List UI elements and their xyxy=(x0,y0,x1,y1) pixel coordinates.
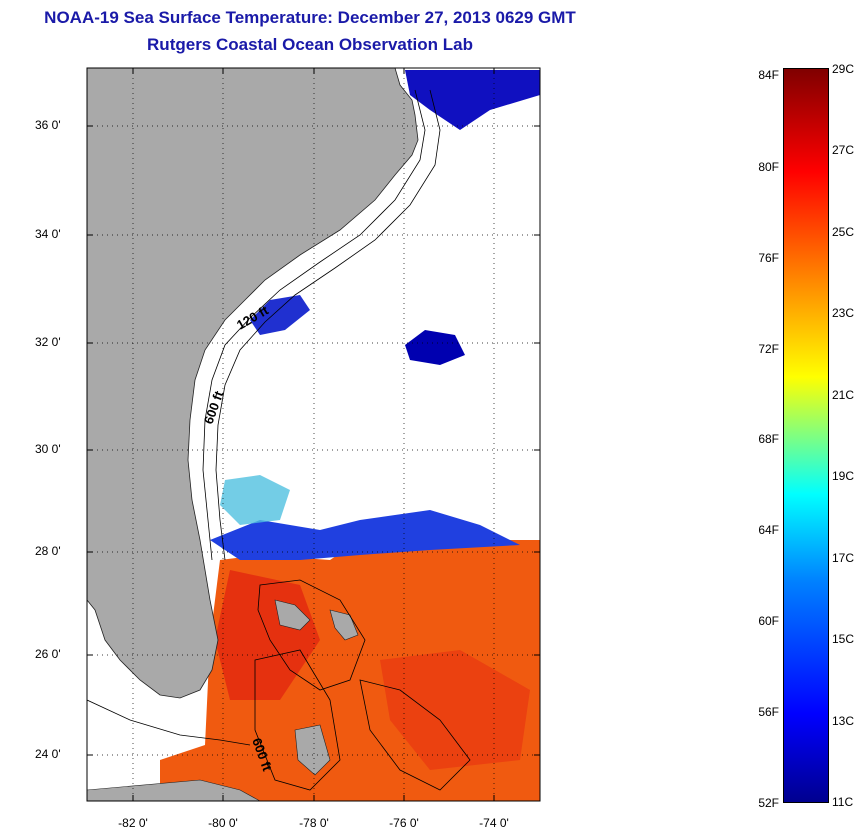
lon-label: -78 0' xyxy=(299,816,329,830)
cool-water-patch xyxy=(210,510,520,560)
lat-label: 26 0' xyxy=(35,647,61,661)
island-bahamas xyxy=(274,599,311,631)
colorbar-c-label: 25C xyxy=(832,225,855,239)
colorbar-c-label: 19C xyxy=(832,469,855,483)
lat-label: 36 0' xyxy=(35,118,61,132)
colorbar-c-label: 15C xyxy=(832,632,855,646)
contour-bahamas xyxy=(254,649,341,791)
colorbar-f-label: 68F xyxy=(758,432,779,446)
colorbar-f-label: 64F xyxy=(758,523,779,537)
contour-120ft xyxy=(202,89,426,561)
colorbar-f-label: 60F xyxy=(758,614,779,628)
hot-water-patch xyxy=(215,570,320,700)
map-title: NOAA-19 Sea Surface Temperature: Decembe… xyxy=(44,8,576,27)
lat-label: 28 0' xyxy=(35,544,61,558)
axis-ticks xyxy=(87,68,540,801)
lon-label: -80 0' xyxy=(208,816,238,830)
colorbar-c-label: 23C xyxy=(832,306,855,320)
colorbar-c-label: 13C xyxy=(832,714,855,728)
colorbar-f-label: 84F xyxy=(758,68,779,82)
hot-water-patch xyxy=(380,650,530,770)
temperature-colorbar xyxy=(783,68,829,803)
colorbar-c-label: 27C xyxy=(832,143,855,157)
colorbar-c-label: 17C xyxy=(832,551,855,565)
colorbar-f-label: 56F xyxy=(758,705,779,719)
land-mainland xyxy=(87,68,419,699)
colorbar-f-label: 76F xyxy=(758,251,779,265)
cool-water-patch xyxy=(250,295,310,335)
island-cuba xyxy=(87,779,261,801)
cool-water-patch xyxy=(405,70,540,130)
mixed-water-patch xyxy=(220,475,290,525)
lon-label: -82 0' xyxy=(118,816,148,830)
colorbar-f-label: 80F xyxy=(758,160,779,174)
colorbar-c-label: 21C xyxy=(832,388,855,402)
colorbar-f-label: 52F xyxy=(758,796,779,810)
contour-bahamas xyxy=(257,579,366,691)
cool-water-patch xyxy=(405,330,465,365)
colorbar-c-label: 11C xyxy=(832,795,854,809)
lat-label: 30 0' xyxy=(35,442,61,456)
contour-florida-keys xyxy=(87,699,251,746)
lat-label: 24 0' xyxy=(35,747,61,761)
colorbar-f-label: 72F xyxy=(758,342,779,356)
map-subtitle: Rutgers Coastal Ocean Observation Lab xyxy=(147,35,473,54)
lon-label: -74 0' xyxy=(479,816,509,830)
graticule xyxy=(87,68,540,801)
lat-label: 32 0' xyxy=(35,335,61,349)
lon-label: -76 0' xyxy=(389,816,419,830)
colorbar-c-label: 29C xyxy=(832,62,855,76)
contour-600ft xyxy=(215,89,441,561)
lat-label: 34 0' xyxy=(35,227,61,241)
contour-bahamas xyxy=(359,679,471,791)
